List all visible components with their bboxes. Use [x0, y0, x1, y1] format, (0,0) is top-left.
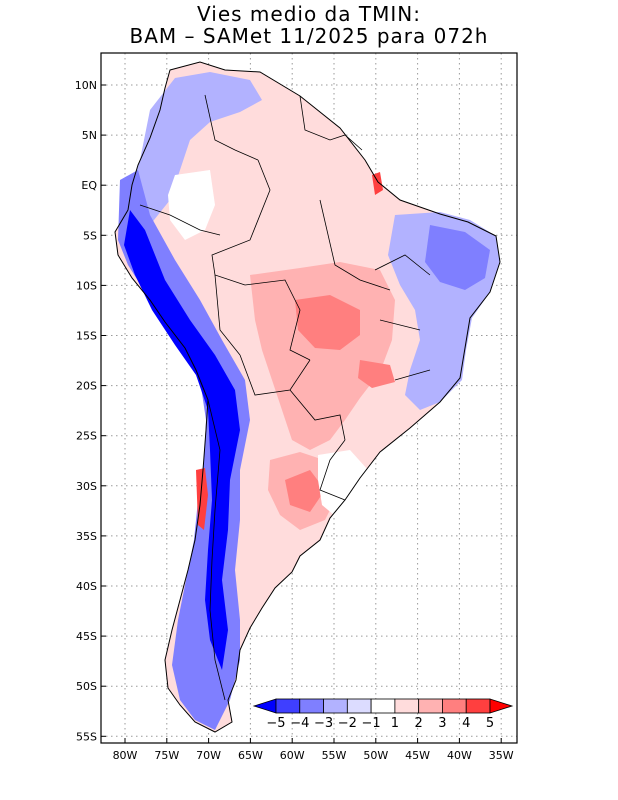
lon-label: 70W — [196, 749, 221, 762]
warm-core-region — [250, 262, 395, 450]
lon-label: 75W — [154, 749, 179, 762]
colorbar-label: 2 — [415, 716, 423, 731]
lat-label: 15S — [76, 330, 97, 343]
lat-label: 30S — [76, 480, 97, 493]
border-guianas — [299, 95, 363, 151]
lon-label: 55W — [322, 749, 347, 762]
colorbar-arrow-high — [489, 698, 514, 714]
lon-label: 45W — [405, 749, 430, 762]
cold-northwest-region — [120, 72, 262, 240]
border-brazil-argentina — [319, 439, 346, 501]
border-brazil-states — [319, 199, 431, 381]
lat-label: 20S — [76, 380, 97, 393]
lon-label: 65W — [238, 749, 263, 762]
lat-label: 55S — [76, 730, 97, 743]
colorbar-label: 3 — [438, 716, 446, 731]
border-colombia-venezuela — [204, 94, 259, 161]
border-paraguay — [289, 389, 346, 441]
lon-label: 50W — [363, 749, 388, 762]
lat-label: 10N — [75, 79, 97, 92]
lat-label: 5N — [82, 129, 97, 142]
colorbar-segment — [299, 698, 324, 714]
colorbar-segment — [418, 698, 443, 714]
colorbar-label: −1 — [362, 716, 381, 731]
border-chile-argentina — [207, 399, 226, 701]
colorbar-segment — [394, 698, 420, 714]
warm-hotspot-south — [285, 470, 325, 512]
neutral-amazon-patch — [168, 170, 215, 240]
warm-hotspot-east — [358, 360, 395, 388]
map-frame — [100, 52, 518, 744]
lon-label: 35W — [489, 749, 514, 762]
warm-coast-speck — [372, 172, 383, 195]
colorbar-label: −3 — [314, 716, 333, 731]
lon-label: 60W — [280, 749, 305, 762]
lat-label: 45S — [76, 630, 97, 643]
lat-label: 10S — [76, 279, 97, 292]
bias-field — [115, 62, 500, 732]
map-title-line1: Vies medio da TMIN: — [197, 2, 421, 26]
colorbar: −5 −4 −3 −2 −1 1 2 3 4 5 — [252, 698, 514, 731]
border-peru-bolivia — [214, 274, 241, 356]
lat-label: 5S — [83, 229, 97, 242]
lat-label: EQ — [81, 179, 97, 192]
colorbar-segment — [465, 698, 491, 714]
continent-outline — [114, 61, 501, 733]
lat-label: 40S — [76, 580, 97, 593]
colorbar-segment — [370, 698, 396, 714]
border-bolivia-argentina — [239, 354, 311, 396]
colorbar-segment — [442, 698, 467, 714]
neutral-south-patch — [318, 450, 368, 520]
warm-hotspot — [295, 295, 360, 350]
longitude-labels: 80W 75W 70W 65W 60W 55W 50W 45W 40W 35W — [113, 738, 514, 762]
border-bolivia-brazil — [244, 279, 311, 361]
colorbar-label: −2 — [338, 716, 357, 731]
colorbar-segment — [323, 698, 348, 714]
colorbar-label: 4 — [462, 716, 470, 731]
colorbar-label: −4 — [290, 716, 309, 731]
colorbar-label: −5 — [266, 716, 285, 731]
colorbar-label: 1 — [391, 716, 399, 731]
latitude-labels: 10N 5N EQ 5S 10S 15S 20S 25S 30S 35S 40S 45S 50S 55S — [75, 79, 106, 743]
colorbar-segment — [346, 698, 372, 714]
map-title-line2: BAM – SAMet 11/2025 para 072h — [129, 24, 489, 48]
cold-northeast-core — [425, 225, 490, 290]
country-borders — [139, 94, 431, 701]
lat-label: 25S — [76, 430, 97, 443]
lat-label: 35S — [76, 530, 97, 543]
colorbar-label: 5 — [486, 716, 494, 731]
lon-label: 80W — [113, 749, 138, 762]
colorbar-segment — [275, 698, 301, 714]
cold-andes-core — [124, 210, 240, 670]
lat-label: 50S — [76, 680, 97, 693]
border-colombia-peru — [139, 204, 221, 236]
lon-label: 40W — [447, 749, 472, 762]
border-brazil-west — [211, 159, 271, 286]
